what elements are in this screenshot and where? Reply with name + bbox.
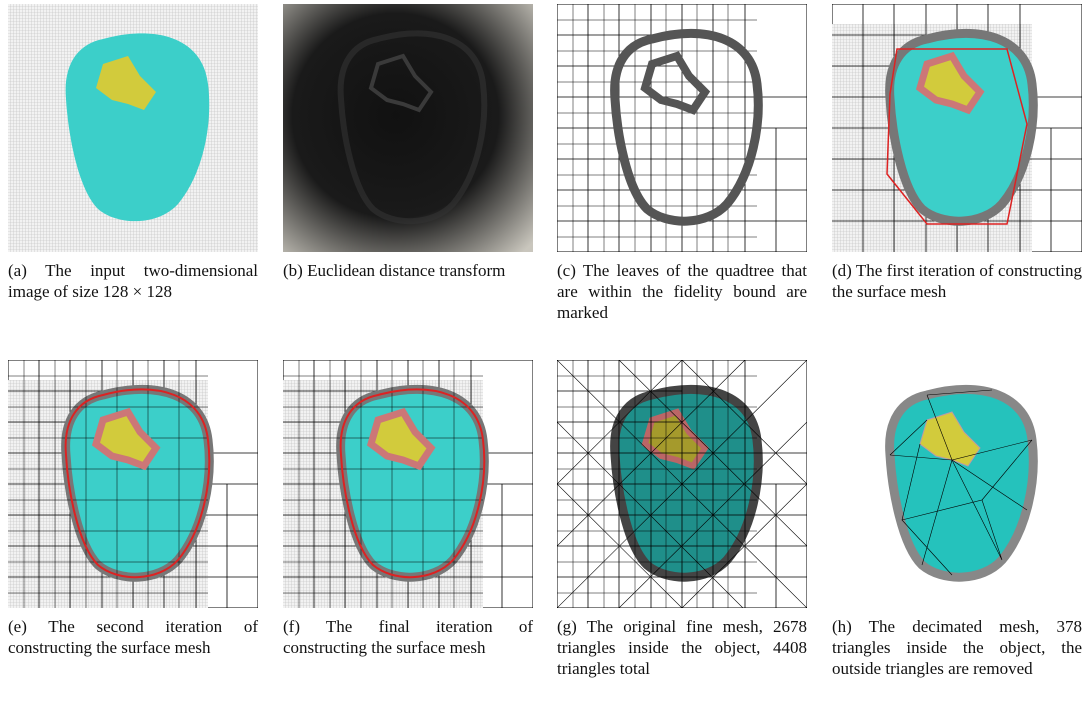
panel-e: (e) The second iteration of constructing…	[8, 360, 258, 658]
caption: (d) The first iteration of constructing …	[832, 260, 1082, 302]
second-iteration	[8, 360, 258, 608]
panel-c: (c) The leaves of the quadtree that are …	[557, 4, 807, 323]
fine-mesh	[557, 360, 807, 608]
quadtree	[557, 4, 807, 252]
caption: (b) Euclidean distance transform	[283, 260, 533, 281]
panel-f: (f) The final iteration of constructing …	[283, 360, 533, 658]
final-iteration	[283, 360, 533, 608]
caption: (f) The final iteration of constructing …	[283, 616, 533, 658]
caption: (h) The decimated mesh, 378 triangles in…	[832, 616, 1082, 679]
caption: (g) The original fine mesh, 2678 triangl…	[557, 616, 807, 679]
panel-g: (g) The original fine mesh, 2678 triangl…	[557, 360, 807, 679]
distance-transform	[283, 4, 533, 252]
caption: (c) The leaves of the quadtree that are …	[557, 260, 807, 323]
page: (a) The input two-dimensional image of s…	[0, 0, 1087, 714]
input-image	[8, 4, 258, 252]
panel-h: (h) The decimated mesh, 378 triangles in…	[832, 360, 1082, 679]
decimated-mesh	[832, 360, 1082, 608]
first-iteration	[832, 4, 1082, 252]
caption: (e) The second iteration of constructing…	[8, 616, 258, 658]
caption: (a) The input two-dimensional image of s…	[8, 260, 258, 302]
panel-d: (d) The first iteration of constructing …	[832, 4, 1082, 302]
panel-b: (b) Euclidean distance transform	[283, 4, 533, 281]
panel-a: (a) The input two-dimensional image of s…	[8, 4, 258, 302]
